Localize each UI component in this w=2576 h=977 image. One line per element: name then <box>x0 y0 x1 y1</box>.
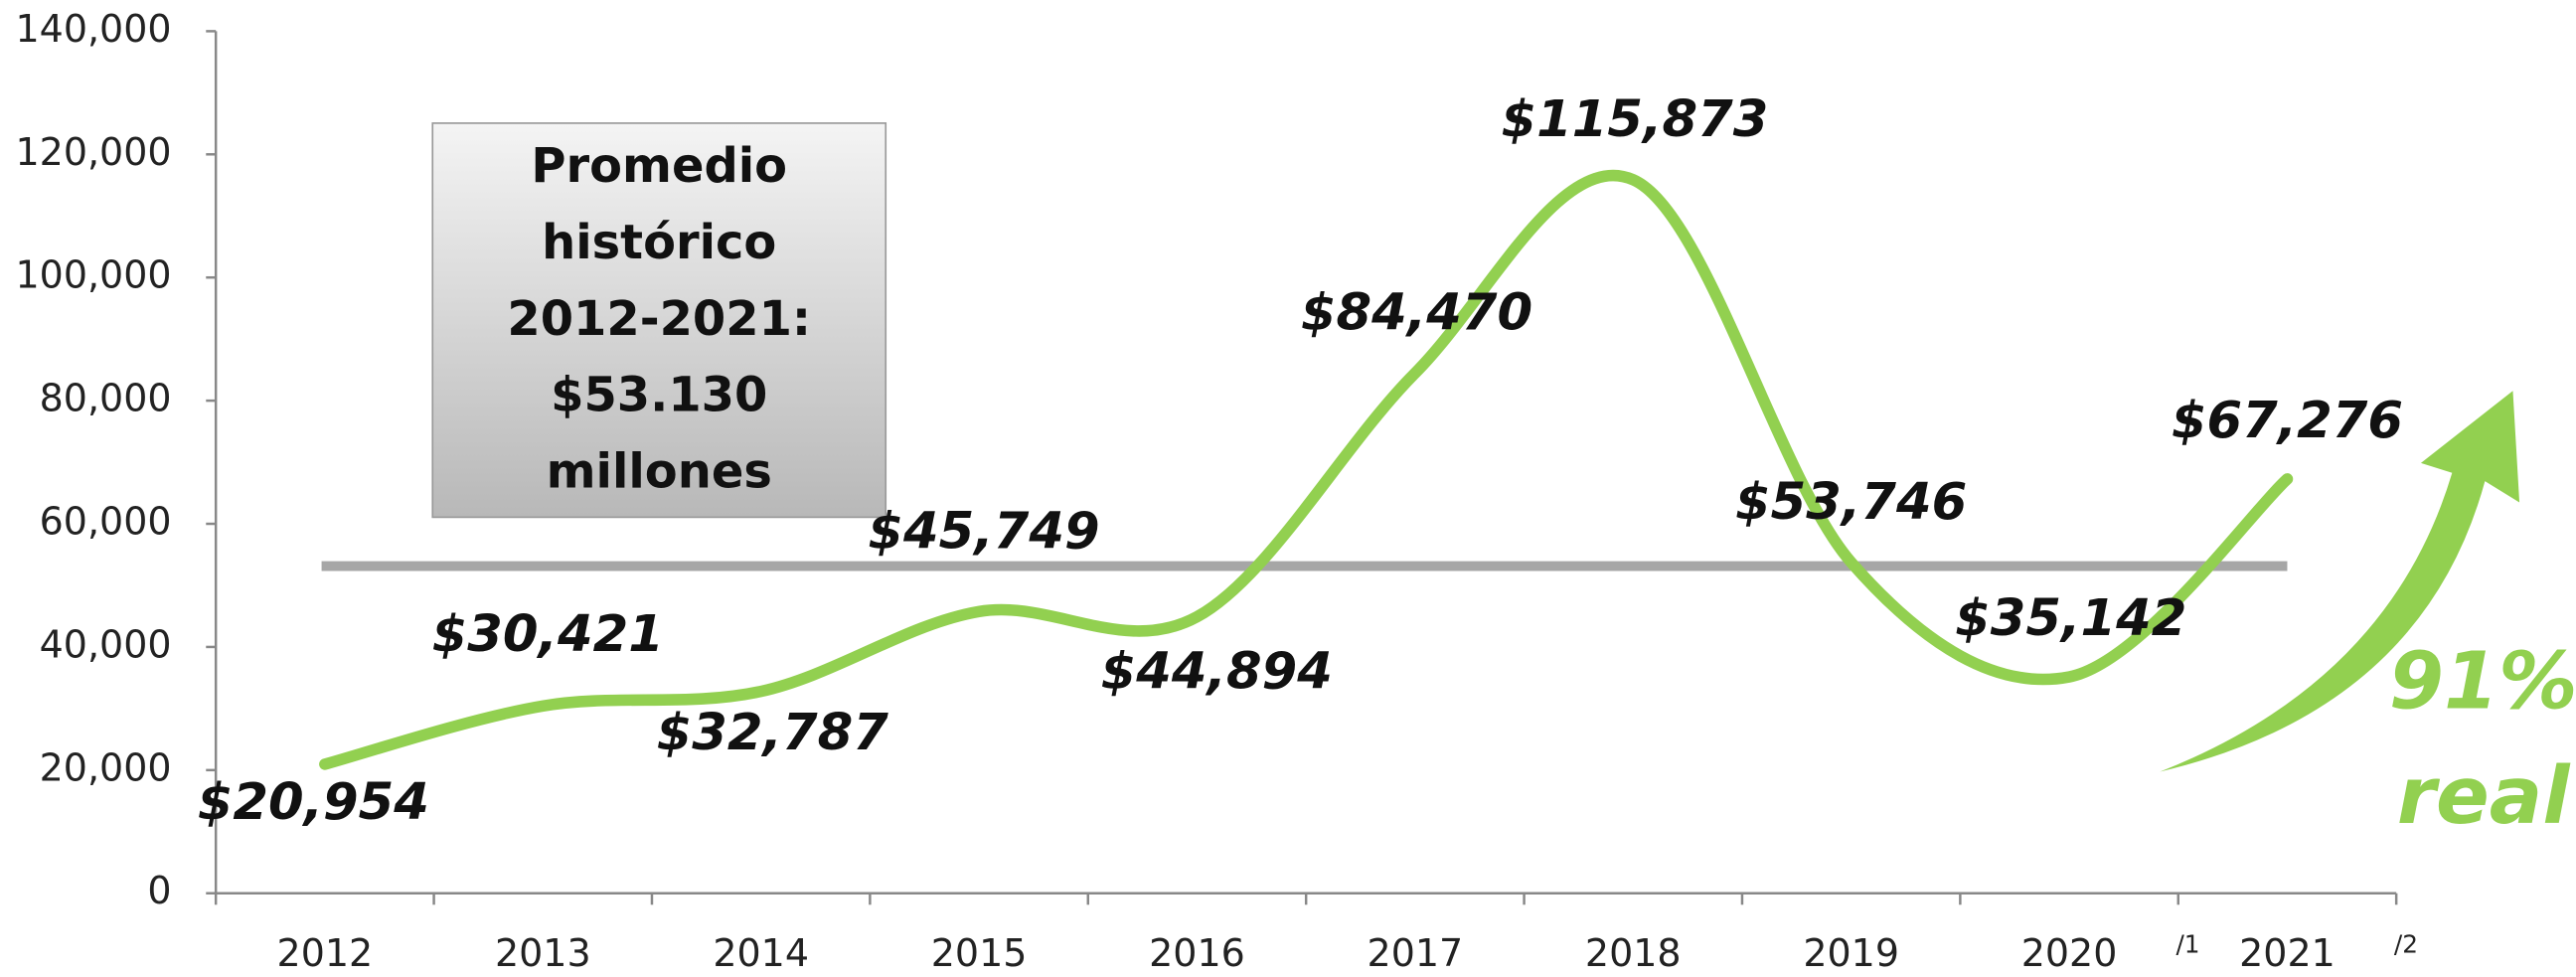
x-tick-label: 2014 <box>713 931 809 975</box>
average-label: $53.130 <box>551 369 767 423</box>
y-tick-label: 60,000 <box>40 500 172 544</box>
y-tick-label: 100,000 <box>15 253 171 297</box>
x-tick-label: 2012 <box>277 931 374 975</box>
x-tick-label: 2015 <box>931 931 1028 975</box>
y-tick-label: 0 <box>147 869 171 912</box>
y-tick-label: 40,000 <box>40 622 172 666</box>
value-label: $115,873 <box>1502 89 1769 149</box>
growth-annotation: 91% <box>2389 635 2576 728</box>
value-label: $35,142 <box>1955 588 2186 648</box>
value-label: $84,470 <box>1301 283 1532 343</box>
y-tick-label: 20,000 <box>40 745 172 789</box>
value-label: $67,276 <box>2172 391 2403 450</box>
value-label: $45,749 <box>868 502 1099 562</box>
growth-arrow <box>2160 391 2520 772</box>
value-label: $44,894 <box>1101 641 1333 701</box>
value-label: $32,787 <box>657 703 889 762</box>
x-tick-note: /1 <box>2175 930 2199 959</box>
x-tick-label: 2016 <box>1149 931 1245 975</box>
x-tick-label: 2020 <box>2021 931 2118 975</box>
x-tick-label: 2013 <box>495 931 591 975</box>
value-label: $30,421 <box>432 604 664 664</box>
y-tick-label: 140,000 <box>15 7 171 51</box>
average-box <box>431 122 887 519</box>
x-tick-label: 2018 <box>1585 931 1682 975</box>
average-label: histórico <box>542 216 776 270</box>
average-label: millones <box>547 444 772 499</box>
average-label: 2012-2021: <box>507 292 811 347</box>
y-tick-label: 80,000 <box>40 377 172 420</box>
x-tick-label: 2017 <box>1368 931 1464 975</box>
y-tick-label: 120,000 <box>15 130 171 174</box>
value-label: $20,954 <box>198 772 429 832</box>
data-line <box>319 169 2294 770</box>
x-tick-label: 2019 <box>1803 931 1899 975</box>
average-label: Promedio <box>531 139 787 194</box>
x-tick-note: /2 <box>2394 930 2418 959</box>
x-tick-label: 2021 <box>2239 931 2335 975</box>
value-label: $53,746 <box>1735 472 1967 532</box>
growth-annotation: real <box>2397 749 2571 842</box>
